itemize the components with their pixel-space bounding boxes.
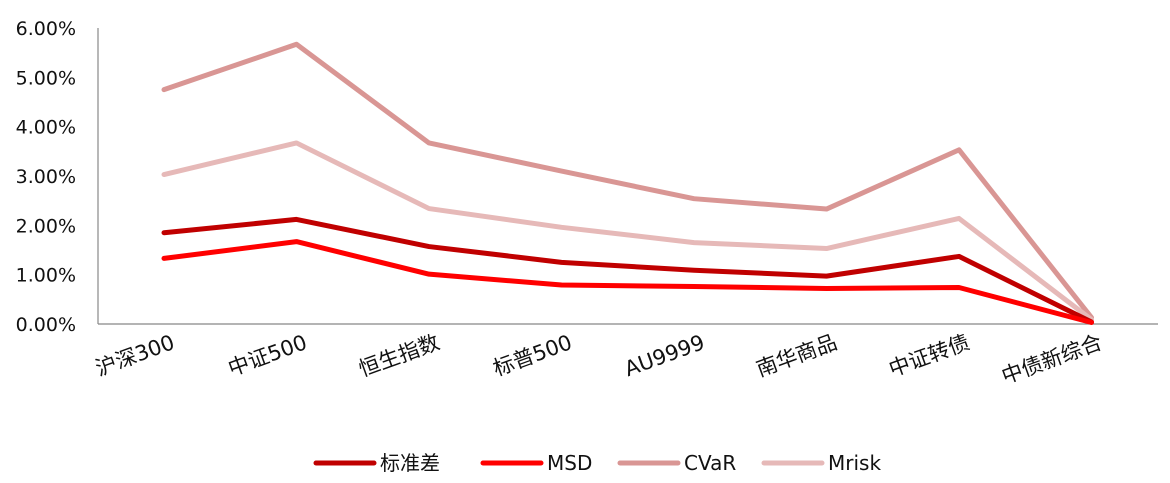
series-lines	[161, 41, 1094, 326]
y-tick-label: 3.00%	[16, 166, 76, 188]
x-tick-label: 中证500	[225, 330, 310, 381]
x-tick-label: 标普500	[490, 330, 575, 381]
legend-label: Mrisk	[828, 451, 881, 475]
series-line-3	[161, 41, 1094, 321]
legend-label: CVaR	[684, 451, 736, 475]
y-tick-label: 5.00%	[16, 67, 76, 89]
y-tick-label: 1.00%	[16, 265, 76, 287]
x-tick-label: 中债新综合	[998, 330, 1105, 388]
y-tick-label: 4.00%	[16, 117, 76, 139]
series-line-2	[161, 239, 1094, 326]
x-tick-label: 南华商品	[753, 330, 840, 381]
x-tick-label: 恒生指数	[356, 330, 443, 381]
x-tick-label: AU9999	[621, 330, 707, 381]
y-axis-ticks: 0.00% 1.00% 2.00% 3.00% 4.00% 5.00% 6.00%	[16, 18, 76, 336]
x-axis-ticks: 沪深300 中证500 恒生指数 标普500 AU9999 南华商品 中证转债 中债新综合	[92, 330, 1105, 388]
series-line-1	[161, 216, 1094, 325]
y-tick-label: 2.00%	[16, 215, 76, 237]
legend-label: 标准差	[380, 451, 440, 475]
y-tick-label: 0.00%	[16, 314, 76, 336]
y-tick-label: 6.00%	[16, 18, 76, 40]
legend-label: MSD	[547, 451, 592, 475]
x-tick-label: 沪深300	[92, 330, 177, 381]
legend: 标准差 MSD CVaR Mrisk	[313, 451, 881, 475]
x-tick-label: 中证转债	[886, 330, 973, 381]
series-line-4	[161, 140, 1094, 323]
